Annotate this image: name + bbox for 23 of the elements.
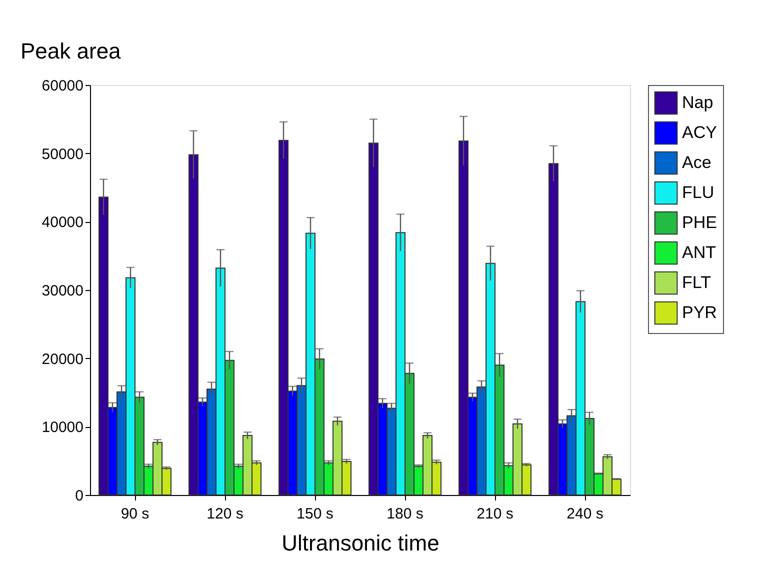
x-tick-label: 240 s — [566, 506, 604, 522]
x-tick-label: 150 s — [296, 506, 334, 522]
y-tick-label: 50000 — [42, 146, 84, 163]
y-axis-title: Peak area — [20, 38, 122, 64]
y-tick-label: 60000 — [42, 78, 84, 94]
x-tick-label: 120 s — [206, 506, 244, 522]
y-tick-label: 20000 — [42, 350, 84, 368]
legend-label: PYR — [682, 303, 717, 322]
y-tick-label: 10000 — [42, 419, 84, 436]
legend-label: PHE — [682, 213, 717, 232]
legend-label: Nap — [682, 93, 714, 112]
legend-label: FLU — [682, 183, 714, 202]
y-tick-label: 30000 — [42, 282, 84, 300]
legend-label: FLT — [682, 273, 711, 292]
x-tick-label: 90 s — [120, 506, 150, 522]
y-tick-label: 0 — [75, 488, 84, 504]
legend-label: ACY — [682, 123, 717, 142]
y-tick-label: 40000 — [42, 214, 84, 232]
x-tick-label: 180 s — [386, 506, 424, 522]
x-tick-label: 210 s — [476, 506, 514, 522]
legend-label: Ace — [682, 153, 712, 172]
legend-label: ANT — [682, 243, 716, 262]
x-axis-title: Ultransonic time — [282, 530, 440, 556]
